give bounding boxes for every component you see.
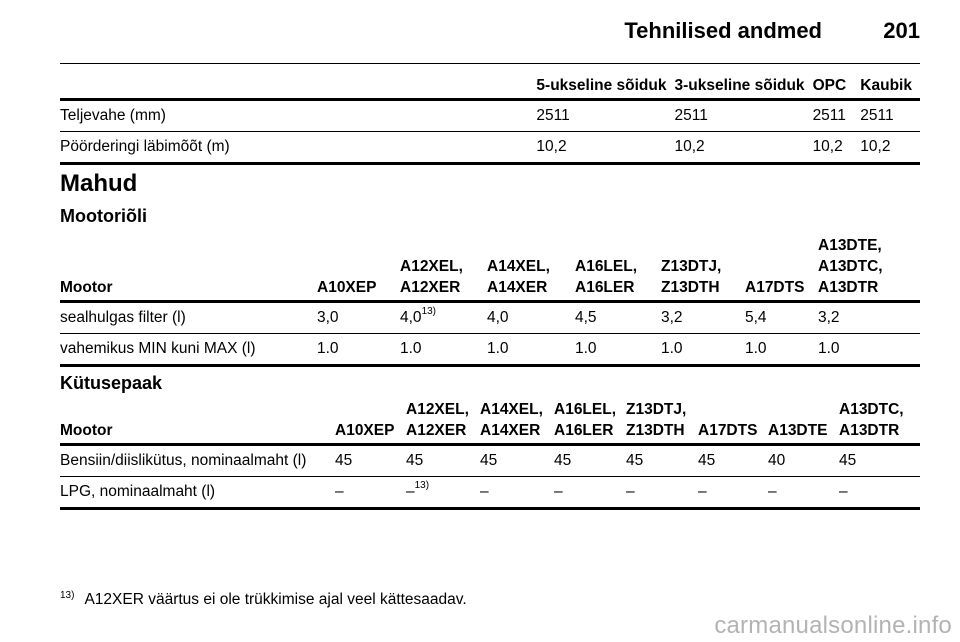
footnote-mark: 13): [60, 590, 75, 601]
table-cell: 45: [480, 452, 498, 469]
table-cell: 45: [335, 452, 353, 469]
table-cell: 1.0: [661, 340, 683, 357]
table-cell: 4,013): [400, 305, 437, 326]
subsection-title: Mootoriõli: [60, 206, 147, 226]
page-title: Tehnilised andmed: [624, 18, 822, 43]
table-cell: 3,0: [317, 309, 339, 326]
watermark: carmanualsonline.info: [714, 612, 952, 639]
column-header: Mootor: [60, 422, 113, 439]
row-label: Pöörderingi läbimõõt (m): [60, 138, 230, 155]
column-header: Kaubik: [860, 77, 912, 94]
table-cell: 10,2: [674, 138, 705, 155]
row-label: LPG, nominaalmaht (l): [60, 483, 216, 500]
table-header-row: 5-ukseline sõiduk 3-ukseline sõiduk OPC …: [60, 72, 920, 100]
table-cell: 2511: [674, 107, 708, 124]
subsection-title: Kütusepaak: [60, 373, 163, 393]
table-row: Bensiin/diislikütus, nominaalmaht (l) 45…: [60, 445, 920, 477]
table-cell: 45: [626, 452, 644, 469]
table-cell: 45: [406, 452, 424, 469]
table-cell: –: [839, 483, 848, 500]
table-cell: 1.0: [818, 340, 840, 357]
table-cell: 1.0: [575, 340, 597, 357]
column-header: A13DTE: [768, 422, 828, 439]
table-cell: –13): [406, 479, 430, 500]
table-cell: 1.0: [487, 340, 509, 357]
table-header-row: Mootor A10XEP A12XEL, A12XER A14XEL, A14XE…: [60, 397, 920, 445]
row-label: vahemikus MIN kuni MAX (l): [60, 340, 256, 357]
table-cell: –: [768, 483, 777, 500]
row-label: Bensiin/diislikütus, nominaalmaht (l): [60, 452, 307, 469]
table-cell: 45: [698, 452, 716, 469]
table-cell: 4,0: [487, 309, 509, 326]
section-title: Mahud: [60, 170, 138, 197]
table-cell: 3,2: [818, 309, 840, 326]
table-cell: 3,2: [661, 309, 683, 326]
fuel-tank-table: Mootor A10XEP A12XEL, A12XER A14XEL, A14XE…: [60, 397, 920, 510]
column-header: A16LEL, A16LER: [575, 258, 638, 296]
table-cell: 45: [839, 452, 857, 469]
table-cell: 2511: [860, 107, 894, 124]
page-header: Tehnilised andmed 201: [0, 0, 960, 56]
table-cell: –: [554, 483, 563, 500]
table-row: sealhulgas filter (l) 3,0 4,013) 4,0 4,5…: [60, 302, 920, 334]
footnote: 13) A12XER väärtus ei ole trükkimise ajal…: [60, 590, 467, 612]
table-cell: 10,2: [812, 138, 843, 155]
column-header: A12XEL, A12XER: [406, 401, 469, 439]
table-cell: 10,2: [536, 138, 567, 155]
column-header: Z13DTJ, Z13DTH: [626, 401, 687, 439]
header-rule: [60, 63, 920, 64]
column-header: A14XEL, A14XER: [487, 258, 550, 296]
row-label: sealhulgas filter (l): [60, 309, 186, 326]
page-number: 201: [883, 18, 920, 43]
footnote-ref: 13): [414, 479, 430, 491]
table-row: vahemikus MIN kuni MAX (l) 1.0 1.0 1.0 1…: [60, 334, 920, 366]
table-cell: 45: [554, 452, 572, 469]
column-header: 3-ukseline sõiduk: [674, 77, 805, 94]
column-header: Z13DTJ, Z13DTH: [661, 258, 722, 296]
table-header-row: Mootor A10XEP A12XEL, A12XER A14XEL, A14XE…: [60, 232, 920, 302]
footnote-ref: 13): [421, 305, 437, 317]
column-header: A17DTS: [698, 422, 758, 439]
table-row: Pöörderingi läbimõõt (m) 10,2 10,2 10,2 …: [60, 132, 920, 164]
table-cell: 1.0: [745, 340, 767, 357]
column-header: A14XEL, A14XER: [480, 401, 543, 439]
table-cell: 2511: [536, 107, 570, 124]
engine-oil-table: Mootor A10XEP A12XEL, A12XER A14XEL, A14XE…: [60, 232, 920, 367]
column-header: A10XEP: [335, 422, 395, 439]
table-cell: 5,4: [745, 309, 767, 326]
column-header: A13DTE, A13DTC, A13DTR: [818, 237, 883, 296]
table-cell: 2511: [812, 107, 846, 124]
dimensions-table: 5-ukseline sõiduk 3-ukseline sõiduk OPC …: [60, 72, 920, 165]
table-cell: –: [698, 483, 707, 500]
table-cell: 40: [768, 452, 786, 469]
column-header: A16LEL, A16LER: [554, 401, 617, 439]
table-cell: –: [335, 483, 344, 500]
table-cell: 10,2: [860, 138, 891, 155]
column-header: A10XEP: [317, 279, 377, 296]
column-header: Mootor: [60, 279, 113, 296]
column-header: [60, 72, 536, 100]
table-cell: 1.0: [400, 340, 422, 357]
table-cell: –: [626, 483, 635, 500]
column-header: A12XEL, A12XER: [400, 258, 463, 296]
table-row: LPG, nominaalmaht (l) – –13) – – – – – –: [60, 477, 920, 509]
footnote-text: A12XER väärtus ei ole trükkimise ajal ve…: [84, 591, 467, 608]
column-header: A13DTC, A13DTR: [839, 401, 904, 439]
column-header: 5-ukseline sõiduk: [536, 77, 667, 94]
table-cell: –: [480, 483, 489, 500]
column-header: OPC: [812, 77, 847, 94]
row-label: Teljevahe (mm): [60, 107, 166, 124]
column-header: A17DTS: [745, 279, 805, 296]
table-cell: 1.0: [317, 340, 339, 357]
table-row: Teljevahe (mm) 2511 2511 2511 2511: [60, 100, 920, 132]
table-cell: 4,5: [575, 309, 597, 326]
